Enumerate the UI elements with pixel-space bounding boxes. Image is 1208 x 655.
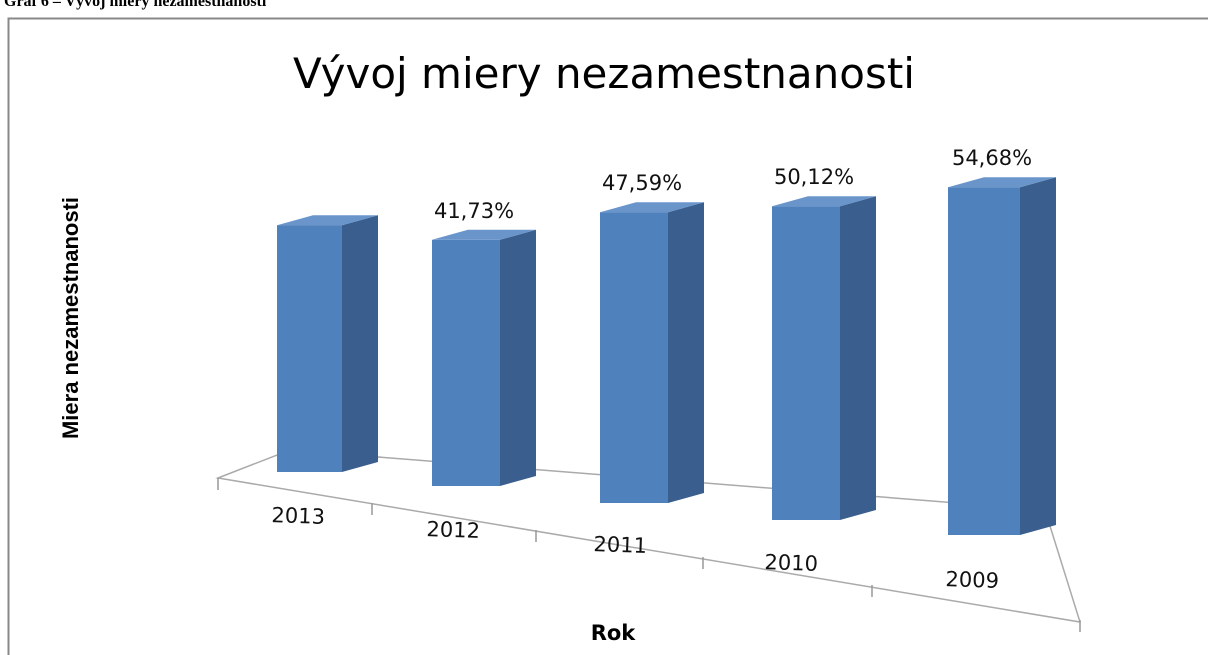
floor-ticks	[217, 478, 1081, 632]
bar-side	[1020, 177, 1056, 535]
bar	[432, 239, 500, 486]
data-label: 41,73%	[434, 199, 514, 223]
bar-side	[668, 202, 704, 503]
bar	[948, 187, 1020, 535]
bar-top	[600, 202, 704, 213]
caption: Graf 6 – Vývoj miery nezamestnanosti	[4, 0, 267, 10]
bar-top	[432, 229, 536, 240]
x-axis-label: Rok	[591, 621, 637, 645]
x-tick-label: 2012	[426, 517, 480, 543]
data-label: 50,12%	[774, 165, 854, 189]
bar-side	[342, 215, 378, 472]
y-axis-label: Miera nezamestnanosti	[58, 197, 83, 439]
bar	[277, 225, 342, 472]
chart-frame	[7, 17, 1208, 655]
bar-side	[500, 229, 536, 486]
x-tick-label: 2010	[764, 550, 818, 576]
bar-top	[948, 177, 1056, 188]
bar	[772, 206, 840, 521]
x-tick-label: 2013	[271, 503, 325, 529]
bar-side	[840, 196, 876, 521]
data-label: 54,68%	[952, 146, 1032, 170]
chart-title: Vývoj miery nezamestnanosti	[293, 49, 915, 98]
bar-top	[277, 215, 378, 226]
x-tick-label: 2009	[945, 567, 999, 593]
x-tick-label: 2011	[593, 532, 647, 558]
bar-top	[772, 196, 876, 207]
data-label: 47,59%	[602, 171, 682, 195]
bar	[600, 212, 668, 503]
